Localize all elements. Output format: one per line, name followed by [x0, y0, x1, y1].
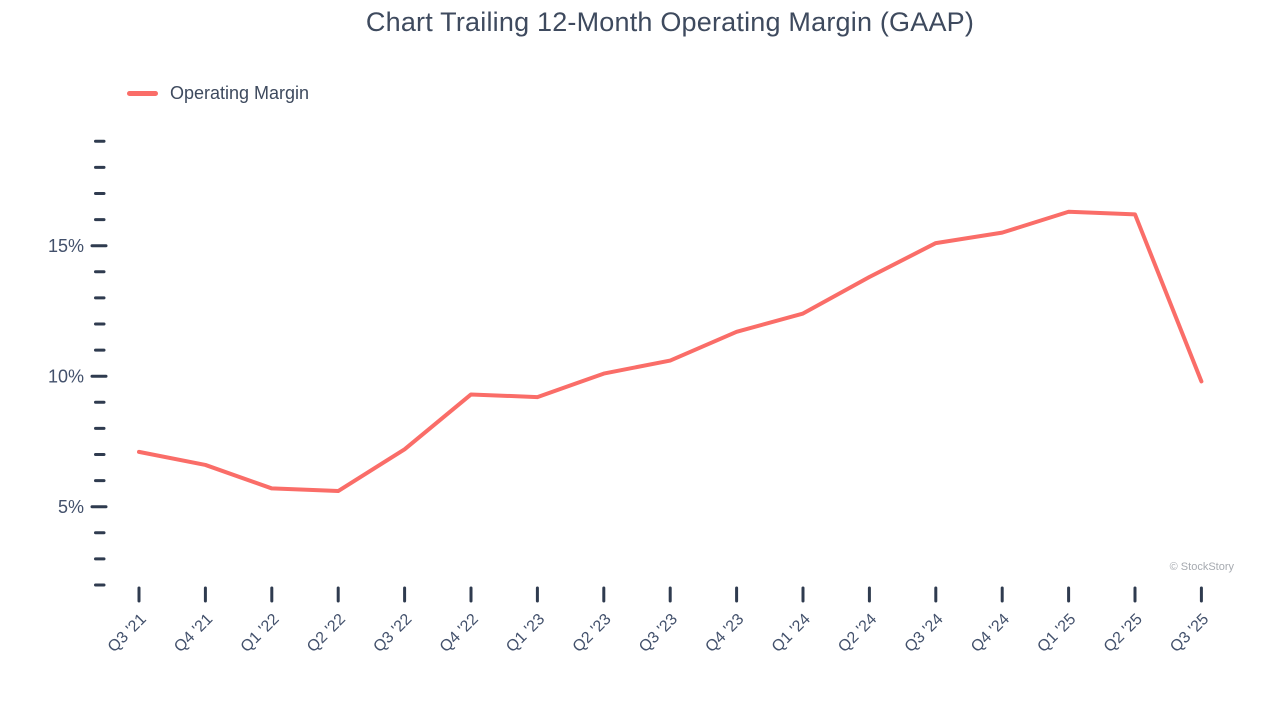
x-axis-label: Q3 '22: [370, 611, 415, 656]
x-axis-label: Q3 '23: [636, 611, 681, 656]
y-axis-label: 15%: [48, 236, 84, 256]
y-axis-label: 5%: [58, 497, 84, 517]
x-axis-label: Q2 '25: [1101, 611, 1146, 656]
x-axis-label: Q4 '24: [968, 611, 1013, 656]
operating-margin-line: [137, 209, 1204, 494]
x-axis-label: Q1 '23: [503, 611, 548, 656]
x-axis-label: Q2 '22: [304, 611, 349, 656]
x-axis-label: Q1 '24: [769, 611, 814, 656]
copyright-watermark: © StockStory: [1169, 561, 1234, 573]
x-axis-label: Q4 '22: [437, 611, 482, 656]
x-axis-label: Q4 '21: [171, 611, 216, 656]
x-axis-label: Q1 '25: [1034, 611, 1079, 656]
x-axis-label: Q4 '23: [702, 611, 747, 656]
legend: Operating Margin: [127, 81, 309, 105]
y-axis-label: 10%: [48, 367, 84, 387]
chart-title: Chart Trailing 12-Month Operating Margin…: [365, 7, 975, 37]
x-axis-label: Q2 '24: [835, 611, 880, 656]
x-axis-label: Q1 '22: [238, 611, 283, 656]
x-axis-label: Q3 '25: [1167, 611, 1212, 656]
x-axis-label: Q3 '21: [105, 611, 150, 656]
legend-label: Operating Margin: [170, 82, 310, 103]
x-axis-label: Q2 '23: [570, 611, 615, 656]
legend-line-swatch: [127, 90, 158, 96]
x-axis-label: Q3 '24: [902, 611, 947, 656]
